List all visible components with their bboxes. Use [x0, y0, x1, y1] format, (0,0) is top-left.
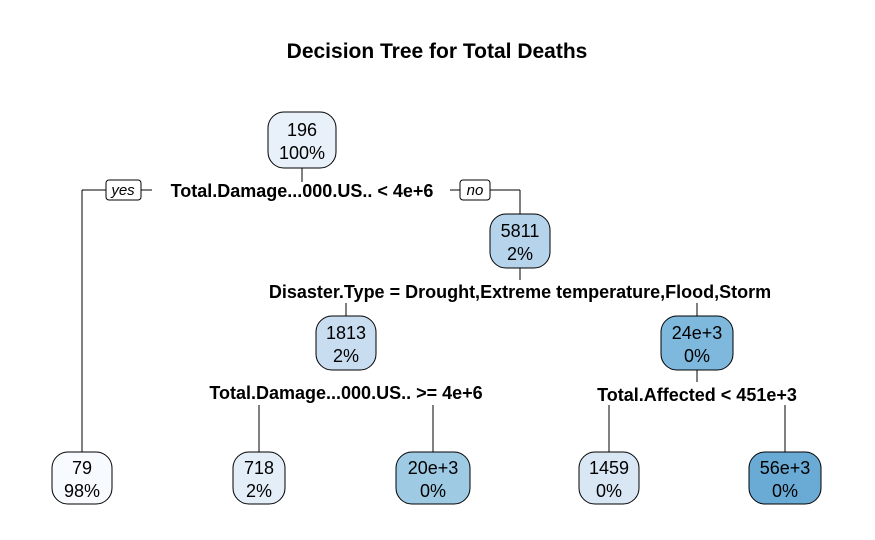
no-tag: no [459, 179, 491, 201]
node-box [489, 213, 551, 269]
node-box [748, 451, 822, 505]
node-value: 1813 [326, 323, 366, 343]
tree-node-no-branch: 5811 2% [489, 213, 551, 269]
node-box [660, 315, 734, 371]
yes-label: yes [110, 182, 135, 199]
node-percent: 98% [64, 481, 100, 501]
node-percent: 2% [246, 481, 272, 501]
tree-node-leaf-5: 56e+3 0% [748, 451, 822, 505]
node-percent: 2% [333, 346, 359, 366]
node-value: 718 [244, 458, 274, 478]
yes-tag: yes [105, 179, 142, 201]
node-percent: 0% [596, 481, 622, 501]
split-label-affected: Total.Affected < 451e+3 [597, 385, 797, 405]
split-label-damage: Total.Damage...000.US.. >= 4e+6 [209, 383, 482, 403]
tree-node-root: 196 100% [267, 111, 337, 169]
tree-node-type-yes: 1813 2% [315, 315, 377, 371]
node-value: 20e+3 [408, 458, 459, 478]
tree-edges [81, 168, 786, 452]
node-percent: 0% [420, 481, 446, 501]
node-box [578, 451, 640, 505]
diagram-title: Decision Tree for Total Deaths [287, 40, 588, 63]
split-label-disaster-type: Disaster.Type = Drought,Extreme temperat… [269, 282, 771, 302]
node-box [51, 451, 113, 505]
node-value: 79 [72, 458, 92, 478]
tree-node-type-no: 24e+3 0% [660, 315, 734, 371]
node-value: 1459 [589, 458, 629, 478]
node-percent: 0% [772, 481, 798, 501]
node-box [315, 315, 377, 371]
tree-nodes: 196100%58112%18132%24e+30%7998%7182%20e+… [51, 111, 822, 505]
node-percent: 100% [279, 143, 325, 163]
node-box [232, 451, 286, 505]
tree-node-leaf-4: 1459 0% [578, 451, 640, 505]
node-value: 56e+3 [760, 458, 811, 478]
node-percent: 2% [507, 244, 533, 264]
split-label-root: Total.Damage...000.US.. < 4e+6 [171, 181, 434, 201]
no-label: no [467, 182, 484, 199]
node-value: 24e+3 [672, 323, 723, 343]
node-value: 5811 [501, 221, 540, 241]
node-percent: 0% [684, 346, 710, 366]
tree-node-leaf-3: 20e+3 0% [395, 451, 471, 505]
node-box [267, 111, 337, 169]
node-box [395, 451, 471, 505]
node-value: 196 [287, 120, 317, 140]
